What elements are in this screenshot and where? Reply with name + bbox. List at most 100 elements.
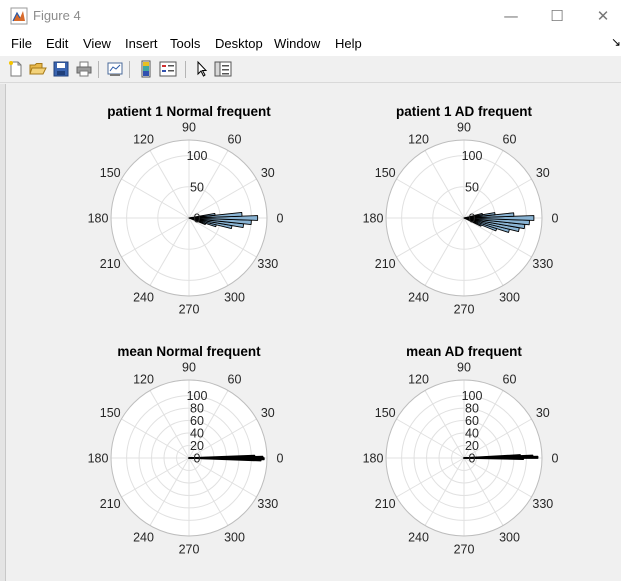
angle-tick-label: 30 — [536, 166, 550, 180]
radial-tick-label: 100 — [462, 389, 483, 403]
angular-grid-line — [463, 418, 532, 459]
chart-title: patient 1 AD frequent — [396, 104, 533, 119]
radial-tick-label: 0 — [469, 212, 476, 226]
angle-tick-label: 150 — [375, 406, 396, 420]
open-file-icon[interactable] — [29, 60, 47, 78]
radial-tick-label: 100 — [187, 389, 208, 403]
angular-grid-line — [463, 217, 504, 286]
angle-tick-label: 150 — [100, 166, 121, 180]
angle-tick-label: 270 — [179, 303, 200, 317]
angle-tick-label: 300 — [224, 290, 245, 304]
angular-grid-line — [188, 150, 229, 219]
angular-grid-line — [149, 390, 190, 459]
angle-tick-label: 240 — [408, 530, 429, 544]
angle-tick-label: 30 — [261, 166, 275, 180]
angle-tick-label: 150 — [100, 406, 121, 420]
link-plot-icon[interactable] — [106, 60, 124, 78]
angular-grid-line — [463, 217, 532, 258]
angle-tick-label: 210 — [100, 257, 121, 271]
angle-tick-label: 60 — [228, 133, 242, 147]
angle-tick-label: 90 — [182, 361, 196, 375]
angular-grid-line — [424, 150, 465, 219]
matlab-figure-icon — [10, 7, 28, 25]
angle-tick-label: 120 — [133, 133, 154, 147]
maximize-button[interactable]: ☐ — [534, 0, 580, 32]
angular-grid-line — [463, 150, 504, 219]
angle-tick-label: 240 — [133, 530, 154, 544]
histogram-bar — [188, 213, 216, 219]
angle-tick-label: 300 — [224, 530, 245, 544]
angle-tick-label: 120 — [408, 373, 429, 387]
menu-desktop[interactable]: Desktop — [215, 36, 263, 51]
angle-tick-label: 270 — [179, 543, 200, 557]
polar-axes: 0 50 100 0 30 60 90 120 150 180 210 240 270 300 330 pat… — [363, 104, 559, 317]
angle-tick-label: 60 — [503, 373, 517, 387]
angular-grid-line — [188, 217, 229, 286]
minimize-button[interactable]: — — [488, 0, 534, 32]
angular-grid-line — [121, 178, 190, 219]
property-inspector-icon[interactable] — [214, 60, 232, 78]
minimize-icon: — — [503, 7, 519, 25]
dock-arrow-icon[interactable]: ↘ — [611, 35, 621, 49]
radial-tick-label: 0 — [194, 212, 201, 226]
edit-plot-pointer-icon[interactable] — [193, 60, 211, 78]
menu-help[interactable]: Help — [335, 36, 362, 51]
close-button[interactable]: ✕ — [580, 0, 621, 32]
angular-grid-line — [463, 457, 532, 498]
angle-tick-label: 120 — [408, 133, 429, 147]
toolbar-separator — [98, 61, 99, 78]
angle-tick-label: 30 — [261, 406, 275, 420]
menu-insert[interactable]: Insert — [125, 36, 158, 51]
angle-tick-label: 270 — [454, 303, 475, 317]
close-icon: ✕ — [596, 7, 610, 25]
radial-tick-label: 20 — [190, 439, 204, 453]
polar-outer-ring — [110, 139, 268, 297]
menu-view[interactable]: View — [83, 36, 111, 51]
radial-tick-label: 20 — [465, 439, 479, 453]
angular-grid-line — [463, 457, 504, 526]
histogram-bar — [463, 213, 483, 219]
menu-window[interactable]: Window — [274, 36, 321, 51]
angle-tick-label: 300 — [499, 290, 520, 304]
menu-file[interactable]: File — [11, 36, 32, 51]
toolbar-separator — [129, 61, 130, 78]
angle-tick-label: 330 — [532, 497, 553, 511]
polar-outer-ring — [110, 379, 268, 537]
save-icon[interactable] — [52, 60, 70, 78]
angular-grid-line — [188, 457, 257, 498]
polar-outer-ring — [385, 379, 543, 537]
radial-tick-label: 80 — [190, 402, 204, 416]
background-window-edge — [0, 84, 6, 581]
new-figure-icon[interactable] — [7, 60, 25, 78]
radial-tick-label: 100 — [462, 149, 483, 163]
title-bar: Figure 4 — ☐ ✕ — [0, 0, 621, 32]
angle-tick-label: 90 — [457, 121, 471, 135]
angular-grid-line — [149, 217, 190, 286]
angular-grid-line — [424, 457, 465, 526]
insert-legend-icon[interactable] — [159, 60, 177, 78]
angle-tick-label: 90 — [457, 361, 471, 375]
figure-toolbar — [0, 56, 621, 83]
menu-tools[interactable]: Tools — [170, 36, 201, 51]
menu-edit[interactable]: Edit — [46, 36, 69, 51]
angular-grid-line — [188, 390, 229, 459]
window-title: Figure 4 — [33, 8, 81, 23]
angle-tick-label: 0 — [552, 452, 559, 466]
angle-tick-label: 180 — [363, 212, 384, 226]
angle-tick-label: 60 — [228, 373, 242, 387]
angular-grid-line — [463, 178, 532, 219]
radial-tick-label: 100 — [187, 149, 208, 163]
angular-grid-line — [188, 457, 229, 526]
chart-title: mean AD frequent — [406, 344, 522, 359]
angular-grid-line — [149, 150, 190, 219]
angular-grid-line — [149, 457, 190, 526]
menu-bar: File Edit View Insert Tools Desktop Wind… — [0, 32, 621, 56]
radial-tick-label: 80 — [465, 402, 479, 416]
angle-tick-label: 240 — [133, 290, 154, 304]
print-icon[interactable] — [75, 60, 93, 78]
insert-colorbar-icon[interactable] — [137, 60, 155, 78]
angle-tick-label: 30 — [536, 406, 550, 420]
radial-tick-label: 0 — [194, 452, 201, 466]
polar-plots-canvas: 0501000306090120150180210240270300330pat… — [88, 104, 559, 557]
angle-tick-label: 330 — [257, 257, 278, 271]
